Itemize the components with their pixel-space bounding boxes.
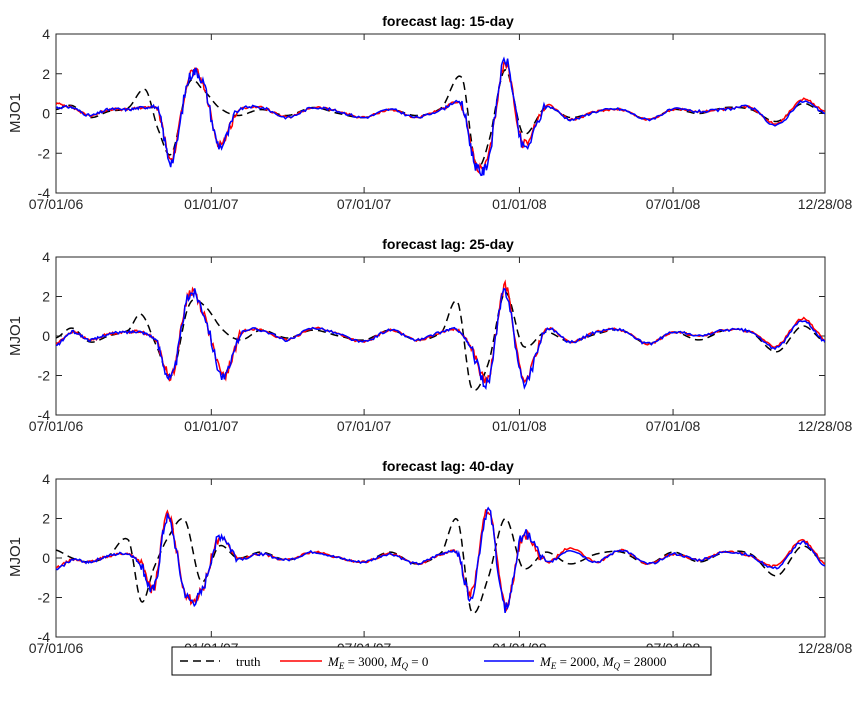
series-line-me3000-mq0 [56, 279, 825, 384]
y-tick-label: -4 [38, 629, 51, 645]
y-axis-label: MJO1 [7, 316, 24, 356]
y-tick-label: 0 [42, 550, 50, 566]
legend-box [171, 646, 712, 676]
axes-box [55, 33, 826, 194]
y-axis-label: MJO1 [7, 93, 24, 133]
y-tick-label: -2 [38, 590, 51, 606]
x-tick-label: 12/28/08 [798, 418, 853, 434]
x-tick-label: 07/01/08 [646, 196, 701, 212]
panel-25-day: forecast lag: 25-day MJO1 420-2-407/01/0… [7, 236, 852, 434]
x-tick-label: 01/01/07 [184, 418, 239, 434]
x-tick-label: 07/01/07 [337, 418, 392, 434]
axes-box [55, 478, 826, 638]
legend: truth ME = 3000, MQ = 0 ME = 2000, MQ = … [171, 646, 712, 676]
legend-label-series-b: ME = 2000, MQ = 28000 [539, 654, 666, 671]
x-tick-label: 01/01/08 [492, 418, 547, 434]
panel-title: forecast lag: 15-day [382, 13, 514, 29]
series-line-me2000-mq28000 [56, 56, 825, 177]
plot-area: 420-2-407/01/0601/01/0707/01/0701/01/080… [29, 471, 853, 656]
y-tick-label: 4 [42, 471, 50, 487]
y-tick-label: 2 [42, 289, 50, 305]
y-tick-label: -4 [38, 407, 51, 423]
x-tick-label: 07/01/06 [29, 418, 84, 434]
x-tick-label: 01/01/08 [492, 196, 547, 212]
panel-title: forecast lag: 25-day [382, 236, 514, 252]
panel-40-day: forecast lag: 40-day MJO1 4 2 0 -2 -407/01/0… [7, 458, 852, 656]
y-tick-label: 0 [42, 106, 50, 122]
series-line-me2000-mq28000 [56, 506, 825, 613]
plot-area: 4 2 0 -2 -407/01/06 01/01/07 07/01/07 01/01/08 0… [29, 249, 853, 434]
y-axis-label: MJO1 [7, 537, 24, 577]
legend-label-series-a: ME = 3000, MQ = 0 [327, 654, 428, 671]
plot-area: 4 2 0 -2 -407/01/06 01/01/07 07/01/07 01/01/08 0… [29, 26, 853, 212]
panel-15-day: forecast lag: 15-day MJO1 420-2-407/01/0… [7, 13, 852, 212]
y-tick-label: 2 [42, 511, 50, 527]
y-tick-label: 4 [42, 26, 50, 42]
x-tick-label: 12/28/08 [798, 640, 853, 656]
x-tick-label: 01/01/07 [184, 196, 239, 212]
x-tick-label: 07/01/08 [646, 418, 701, 434]
y-tick-label: 2 [42, 66, 50, 82]
x-tick-label: 07/01/06 [29, 196, 84, 212]
x-tick-label: 07/01/06 [29, 640, 84, 656]
y-tick-label: 4 [42, 249, 50, 265]
y-tick-label: -2 [38, 145, 51, 161]
series-line-me2000-mq28000 [56, 287, 825, 391]
y-tick-label: -2 [38, 368, 51, 384]
x-tick-label: 12/28/08 [798, 196, 853, 212]
y-tick-label: 0 [42, 328, 50, 344]
panel-title: forecast lag: 40-day [382, 458, 514, 474]
y-tick-label: -4 [38, 185, 51, 201]
x-tick-label: 07/01/07 [337, 196, 392, 212]
legend-label-truth: truth [236, 654, 261, 669]
